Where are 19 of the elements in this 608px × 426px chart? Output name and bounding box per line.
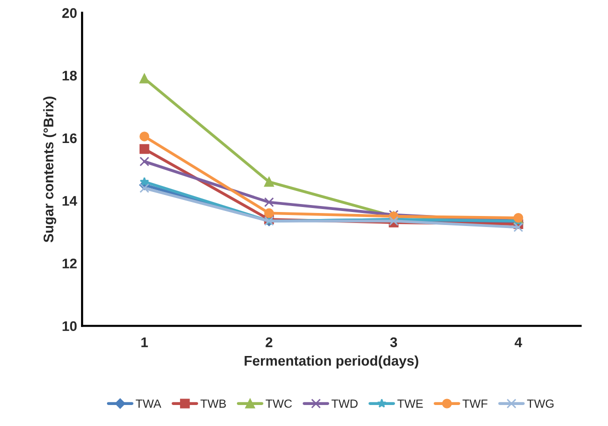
x-tick-label: 3 (390, 337, 398, 348)
x-tick-label: 2 (266, 337, 272, 348)
y-tick-label: 12 (62, 258, 77, 268)
legend-label: TWA (136, 400, 162, 408)
y-tick-label: 10 (62, 321, 77, 332)
legend-label: TWC (266, 399, 292, 408)
y-tick-label: 16 (62, 133, 77, 144)
y-tick-label: 20 (62, 8, 77, 18)
x-tick-label: 1 (141, 338, 148, 348)
y-tick-label: 18 (62, 70, 77, 81)
x-axis-title: Fermentation period(days) (244, 356, 418, 368)
y-axis-title: Sugar contents (°Brix) (43, 96, 56, 242)
legend-label: TWB (200, 400, 226, 408)
x-tick-label: 4 (514, 338, 522, 348)
legend-label: TWE (397, 400, 423, 408)
legend-label: TWF (462, 400, 488, 408)
legend-label: TWG (527, 399, 554, 408)
legend-label: TWD (332, 400, 358, 408)
y-tick-label: 14 (62, 196, 78, 206)
